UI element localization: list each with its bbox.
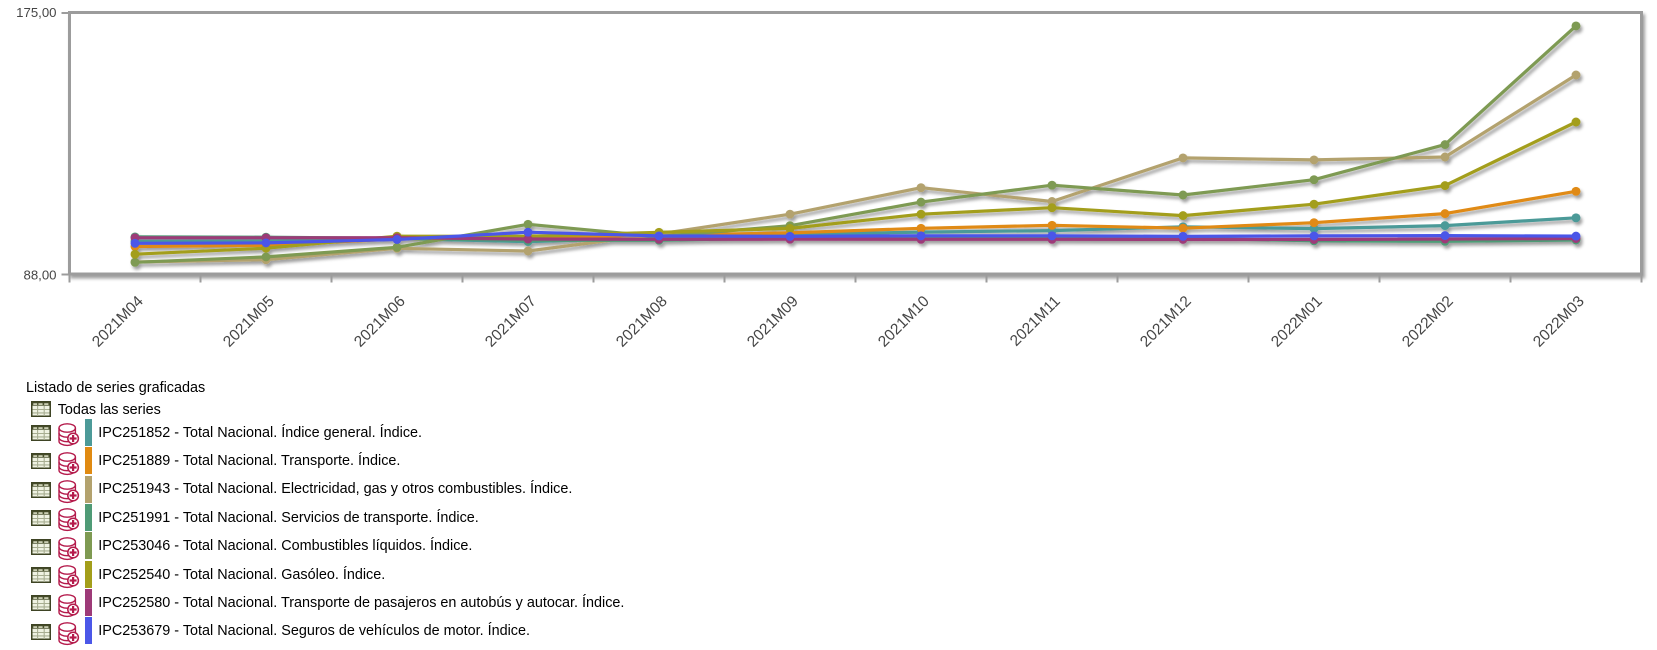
svg-text:2021M07: 2021M07: [482, 293, 540, 351]
svg-text:2022M02: 2022M02: [1399, 293, 1457, 351]
svg-text:2021M08: 2021M08: [613, 293, 671, 351]
svg-text:2021M12: 2021M12: [1137, 293, 1195, 351]
svg-text:175,00: 175,00: [16, 5, 56, 20]
svg-text:2021M06: 2021M06: [351, 293, 409, 351]
svg-text:2022M03: 2022M03: [1530, 293, 1588, 351]
svg-text:88,00: 88,00: [23, 268, 56, 283]
svg-text:2021M05: 2021M05: [220, 293, 278, 351]
svg-text:2021M09: 2021M09: [744, 293, 802, 351]
svg-text:2021M04: 2021M04: [89, 293, 147, 351]
svg-text:2021M10: 2021M10: [875, 293, 933, 351]
svg-text:2021M11: 2021M11: [1007, 293, 1064, 350]
svg-text:2022M01: 2022M01: [1268, 293, 1326, 351]
